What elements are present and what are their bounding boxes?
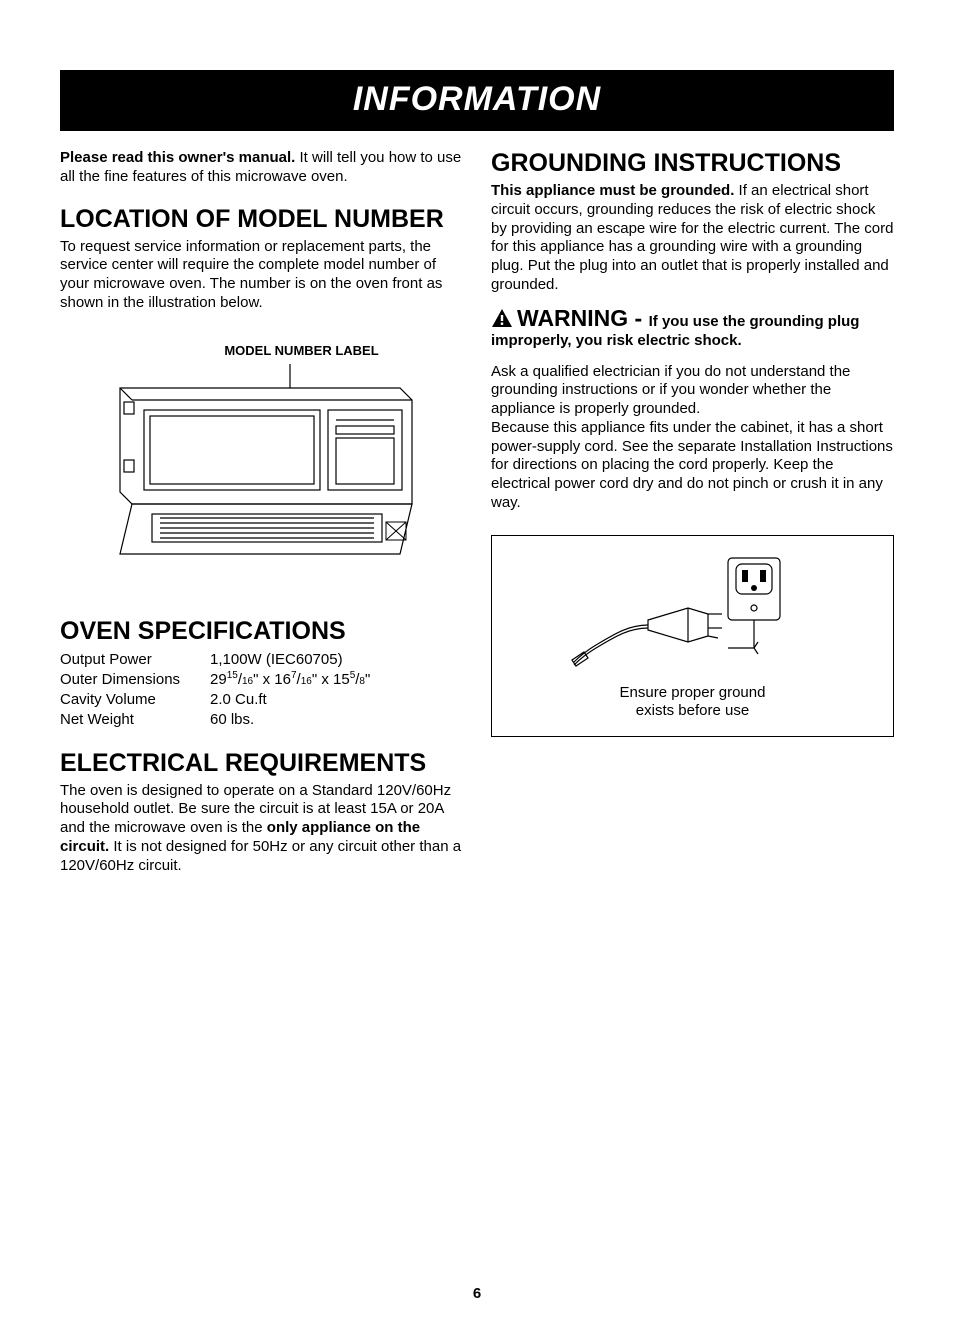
spec-label: Outer Dimensions bbox=[60, 670, 210, 690]
intro-bold: Please read this owner's manual. bbox=[60, 149, 295, 166]
short-cord-text: Because this appliance fits under the ca… bbox=[491, 419, 894, 513]
diagram-label: MODEL NUMBER LABEL bbox=[140, 343, 463, 358]
electrical-body: The oven is designed to operate on a Sta… bbox=[60, 782, 463, 876]
plug-outlet-illustration bbox=[558, 550, 828, 680]
ask-electrician-text: Ask a qualified electrician if you do no… bbox=[491, 363, 894, 419]
two-column-layout: Please read this owner's manual. It will… bbox=[60, 149, 894, 875]
page: INFORMATION Please read this owner's man… bbox=[0, 0, 954, 1342]
location-heading: LOCATION OF MODEL NUMBER bbox=[60, 205, 463, 234]
location-body: To request service information or replac… bbox=[60, 238, 463, 313]
spec-value: 2.0 Cu.ft bbox=[210, 690, 463, 710]
grounding-heading: GROUNDING INSTRUCTIONS bbox=[491, 149, 894, 178]
microwave-illustration bbox=[100, 364, 430, 584]
spec-table: Output Power 1,100W (IEC60705) Outer Dim… bbox=[60, 650, 463, 731]
grounding-bold: This appliance must be grounded. bbox=[491, 182, 734, 199]
grounding-diagram-box: Ensure proper ground exists before use bbox=[491, 535, 894, 737]
spec-label: Output Power bbox=[60, 650, 210, 670]
spec-value-dimensions: 2915/16" x 167/16" x 155/8" bbox=[210, 670, 463, 690]
page-number: 6 bbox=[0, 1285, 954, 1302]
spec-heading: OVEN SPECIFICATIONS bbox=[60, 617, 463, 646]
ground-caption: Ensure proper ground exists before use bbox=[510, 684, 875, 720]
banner-title: INFORMATION bbox=[60, 70, 894, 131]
spec-row: Net Weight 60 lbs. bbox=[60, 710, 463, 730]
elec-post: It is not designed for 50Hz or any circu… bbox=[60, 838, 461, 874]
intro-paragraph: Please read this owner's manual. It will… bbox=[60, 149, 463, 187]
spec-label: Cavity Volume bbox=[60, 690, 210, 710]
left-column: Please read this owner's manual. It will… bbox=[60, 149, 463, 875]
spec-row: Cavity Volume 2.0 Cu.ft bbox=[60, 690, 463, 710]
right-column: GROUNDING INSTRUCTIONS This appliance mu… bbox=[491, 149, 894, 875]
spec-value: 60 lbs. bbox=[210, 710, 463, 730]
warning-line: WARNING - If you use the grounding plug … bbox=[491, 305, 894, 349]
electrical-heading: ELECTRICAL REQUIREMENTS bbox=[60, 749, 463, 778]
warning-icon bbox=[491, 308, 513, 328]
spec-row: Outer Dimensions 2915/16" x 167/16" x 15… bbox=[60, 670, 463, 690]
spec-row: Output Power 1,100W (IEC60705) bbox=[60, 650, 463, 670]
warning-dash: - bbox=[628, 305, 648, 331]
ground-caption-line2: exists before use bbox=[636, 702, 749, 719]
warning-word: WARNING bbox=[517, 305, 628, 331]
ground-caption-line1: Ensure proper ground bbox=[620, 684, 766, 701]
spec-value: 1,100W (IEC60705) bbox=[210, 650, 463, 670]
model-number-diagram: MODEL NUMBER LABEL bbox=[100, 343, 463, 589]
spec-label: Net Weight bbox=[60, 710, 210, 730]
grounding-body: This appliance must be grounded. If an e… bbox=[491, 182, 894, 295]
